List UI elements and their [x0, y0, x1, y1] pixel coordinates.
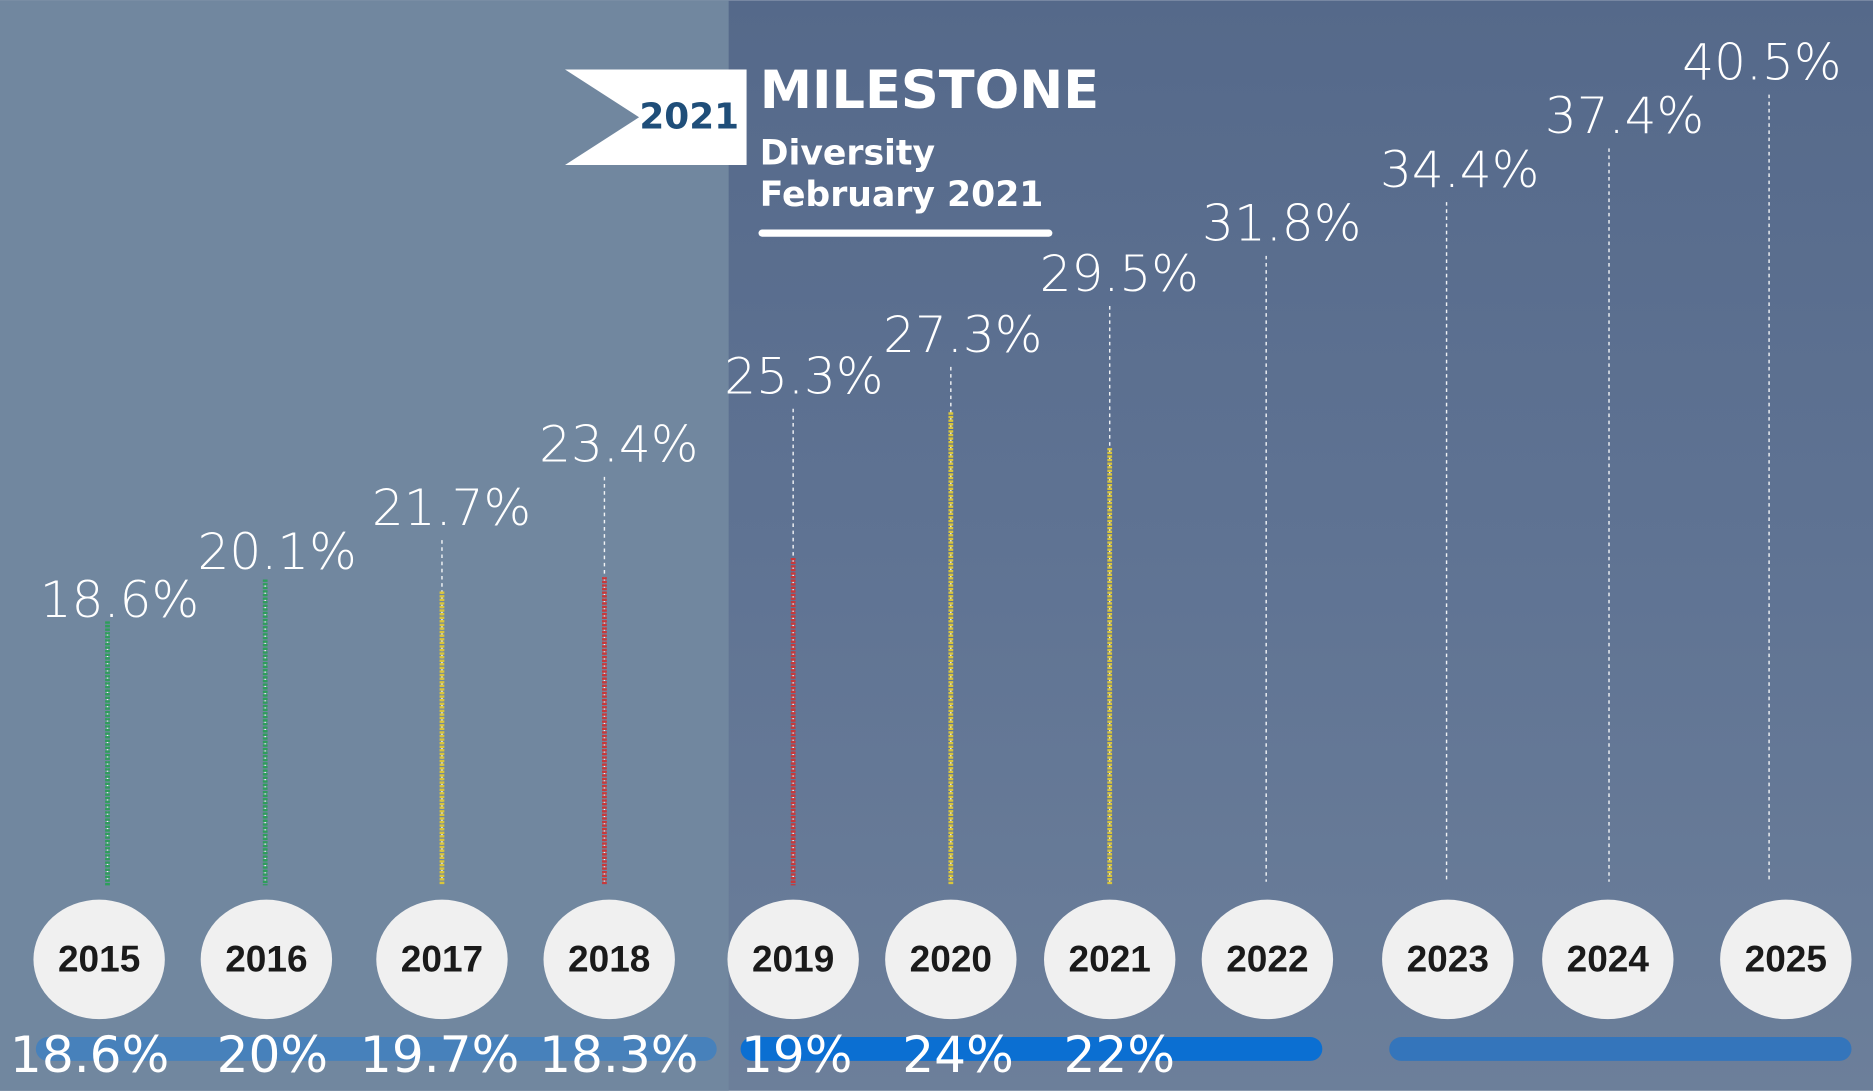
year-label: 2023	[1407, 938, 1489, 980]
badge: 2021	[639, 96, 739, 137]
target-label: 21.7%	[372, 478, 531, 537]
target-label: 31.8%	[1202, 194, 1361, 253]
actual-label: 19%	[741, 1025, 852, 1084]
year-label: 2019	[752, 938, 834, 980]
year-label: 2018	[568, 938, 650, 980]
title: MILESTONE	[760, 60, 1099, 121]
year-label: 2015	[58, 938, 140, 980]
period-bar	[1389, 1037, 1851, 1061]
target-label: 29.5%	[1040, 244, 1199, 303]
target-label: 27.3%	[883, 305, 1042, 364]
target-label: 37.4%	[1545, 86, 1704, 145]
actual-label: 20%	[217, 1025, 328, 1084]
target-label: 34.4%	[1380, 140, 1539, 199]
year-label: 2022	[1226, 938, 1308, 980]
actual-label: 18.6%	[10, 1025, 169, 1084]
year-label: 2021	[1069, 938, 1151, 980]
year-label: 2024	[1567, 938, 1650, 980]
year-label: 2017	[401, 938, 483, 980]
actual-label: 24%	[902, 1025, 1013, 1084]
year-label: 2025	[1745, 938, 1827, 980]
target-label: 23.4%	[539, 415, 698, 474]
actual-label: 22%	[1064, 1025, 1175, 1084]
actual-label: 18.3%	[539, 1025, 698, 1084]
date: February 2021	[760, 175, 1044, 215]
infographic: 2021 MILESTONE Diversity February 2021 1…	[0, 0, 1873, 1091]
page: {"header": {"badge": "2021", "title": "M…	[0, 0, 1873, 1091]
target-label: 20.1%	[197, 522, 356, 581]
target-label: 18.6%	[40, 570, 199, 629]
target-label: 40.5%	[1682, 32, 1841, 91]
year-label: 2020	[910, 938, 992, 980]
subtitle: Diversity	[760, 133, 935, 173]
year-label: 2016	[225, 938, 307, 980]
target-label: 25.3%	[724, 347, 883, 406]
actual-label: 19.7%	[360, 1025, 519, 1084]
